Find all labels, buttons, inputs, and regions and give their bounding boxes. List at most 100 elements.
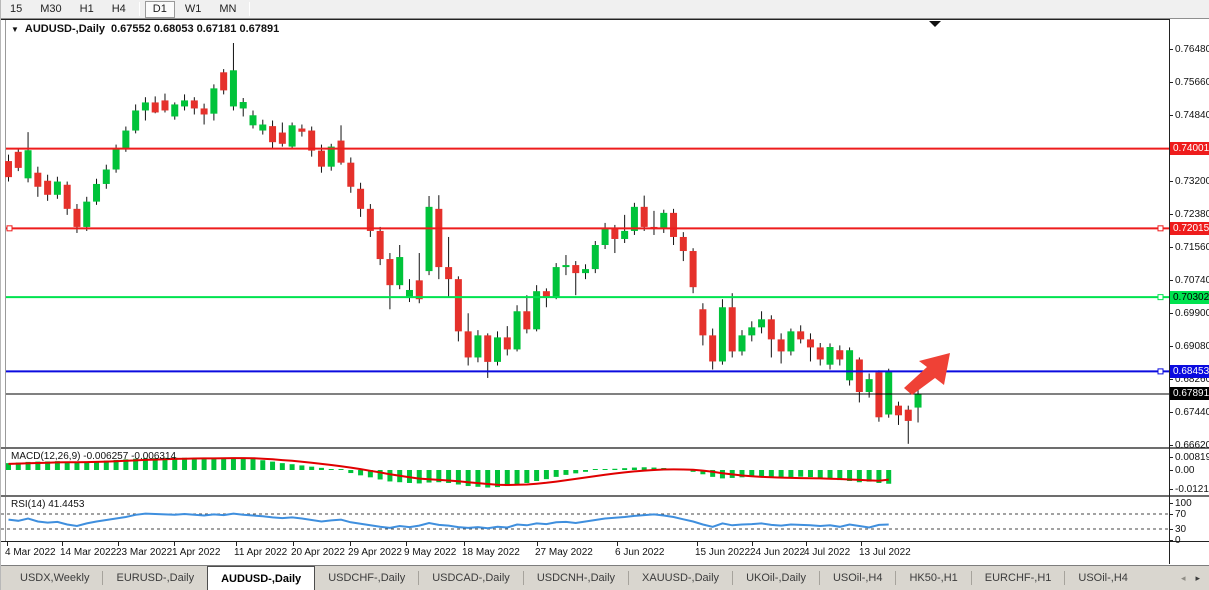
tab-divider	[522, 571, 524, 585]
timeframe-button-m30[interactable]: M30	[40, 2, 62, 15]
rsi-splitter[interactable]	[1, 495, 1209, 497]
candle-body	[679, 236, 687, 252]
macd-axis-label: 0.00	[1175, 465, 1195, 476]
candle-body	[122, 130, 130, 149]
timeframe-button-mn[interactable]: MN	[219, 2, 237, 15]
tab-usoil-h4[interactable]: USOil-,H4	[832, 572, 883, 584]
hline-anchor[interactable]	[1157, 294, 1164, 301]
price-axis-border	[1169, 19, 1170, 564]
date-tick	[697, 542, 698, 546]
candle-body	[738, 335, 746, 352]
price-axis-label: 0.73200	[1175, 176, 1209, 187]
rsi-tick	[1169, 540, 1173, 541]
price-axis-label: 0.68260	[1175, 374, 1209, 385]
macd-pane[interactable]	[1, 449, 1169, 495]
chart-shift-marker-icon[interactable]	[929, 21, 941, 27]
hline-anchor[interactable]	[1157, 225, 1164, 232]
candle-body	[533, 291, 541, 330]
date-label: 18 May 2022	[462, 547, 520, 558]
timeframe-button-h4[interactable]: H4	[111, 2, 126, 15]
candle-body	[288, 125, 296, 147]
date-label: 15 Jun 2022	[695, 547, 751, 558]
candle-body	[474, 335, 482, 358]
tab-usdcnh-daily[interactable]: USDCNH-,Daily	[536, 572, 616, 584]
candle-body	[269, 126, 277, 143]
candle-body	[405, 289, 413, 299]
date-label: 11 Apr 2022	[234, 547, 288, 558]
date-axis[interactable]: 4 Mar 2022 14 Mar 2022 23 Mar 2022 1 Apr 20…	[1, 542, 1169, 563]
candle-body	[190, 100, 198, 109]
candle-body	[797, 331, 805, 340]
date-tick	[62, 542, 63, 546]
tab-divider	[1064, 571, 1066, 585]
tab-usdchf-daily[interactable]: USDCHF-,Daily	[328, 572, 406, 584]
candle-body	[494, 337, 501, 362]
candle-body	[239, 102, 247, 109]
timeframe-button-w1[interactable]: W1	[184, 2, 202, 15]
date-label: 13 Jul 2022	[859, 547, 911, 558]
timeframe-button-h1[interactable]: H1	[79, 2, 94, 15]
date-axis-border	[1, 541, 1209, 542]
price-axis-label: 0.76480	[1175, 44, 1209, 55]
candle-body	[846, 350, 854, 381]
candle-body	[337, 140, 345, 163]
candle-body	[630, 206, 638, 231]
rsi-axis-label: 100	[1175, 498, 1192, 509]
tab-usoil-h4[interactable]: USOil-,H4	[1078, 572, 1128, 584]
date-label: 9 May 2022	[404, 547, 457, 558]
candle-body	[73, 208, 81, 227]
price-badge-0.68453: 0.68453	[1170, 365, 1209, 378]
tab-eurusd-daily[interactable]: EURUSD-,Daily	[116, 572, 195, 584]
macd-splitter[interactable]	[1, 447, 1209, 449]
macd-tick	[1169, 457, 1173, 458]
chart-area[interactable]: ▼ AUDUSD-,Daily 0.67552 0.68053 0.67181 …	[1, 19, 1209, 590]
price-axis-label: 0.75660	[1175, 77, 1209, 88]
rsi-pane[interactable]	[1, 497, 1169, 542]
candle-body	[366, 208, 374, 231]
tab-usdcad-daily[interactable]: USDCAD-,Daily	[432, 572, 510, 584]
candle-body	[24, 150, 32, 179]
candle-body	[611, 228, 619, 239]
date-label: 24 Jun 2022	[750, 547, 806, 558]
candle-body	[523, 311, 531, 330]
candle-body	[904, 409, 912, 421]
candle-body	[357, 188, 365, 209]
tab-divider	[895, 571, 897, 585]
chart-dropdown-icon[interactable]: ▼	[11, 24, 19, 34]
price-axis-label: 0.71560	[1175, 242, 1209, 253]
hline-anchor[interactable]	[1157, 368, 1164, 375]
candle-body	[220, 72, 228, 91]
tab-scroll-right-icon[interactable]: ▸	[1195, 572, 1200, 583]
candle-body	[542, 291, 550, 298]
date-tick	[118, 542, 119, 546]
hline-anchor[interactable]	[6, 225, 13, 232]
trend-arrow-icon[interactable]	[904, 353, 950, 395]
candle-body	[855, 359, 863, 392]
tab-xauusd-daily[interactable]: XAUUSD-,Daily	[642, 572, 720, 584]
timeframe-button-15[interactable]: 15	[10, 2, 23, 15]
date-label: 20 Apr 2022	[291, 547, 345, 558]
date-tick	[350, 542, 351, 546]
candle-body	[317, 150, 325, 167]
tab-eurchf-h1[interactable]: EURCHF-,H1	[984, 572, 1052, 584]
tab-hk50-h1[interactable]: HK50-,H1	[909, 572, 958, 584]
macd-axis-label: 0.008197	[1175, 452, 1209, 463]
tab-audusd-daily[interactable]: AUDUSD-,Daily	[207, 566, 316, 590]
tab-ukoil-daily[interactable]: UKOil-,Daily	[746, 572, 806, 584]
date-tick	[236, 542, 237, 546]
candle-body	[141, 102, 149, 111]
candle-body	[53, 181, 61, 195]
date-tick	[752, 542, 753, 546]
plot-left-border	[5, 19, 6, 542]
price-badge-0.70302: 0.70302	[1170, 291, 1209, 304]
tab-scroll-left-icon[interactable]: ◂	[1180, 572, 1186, 583]
price-axis-label: 0.66620	[1175, 440, 1209, 451]
candle-body	[826, 347, 834, 365]
candle-body	[327, 146, 335, 167]
price-axis-label: 0.67440	[1175, 407, 1209, 418]
timeframe-button-d1[interactable]: D1	[144, 0, 175, 18]
candle-body	[914, 393, 922, 408]
date-tick	[293, 542, 294, 546]
tab-usdx-weekly[interactable]: USDX,Weekly	[20, 572, 90, 584]
main-price-pane[interactable]	[1, 19, 1169, 449]
